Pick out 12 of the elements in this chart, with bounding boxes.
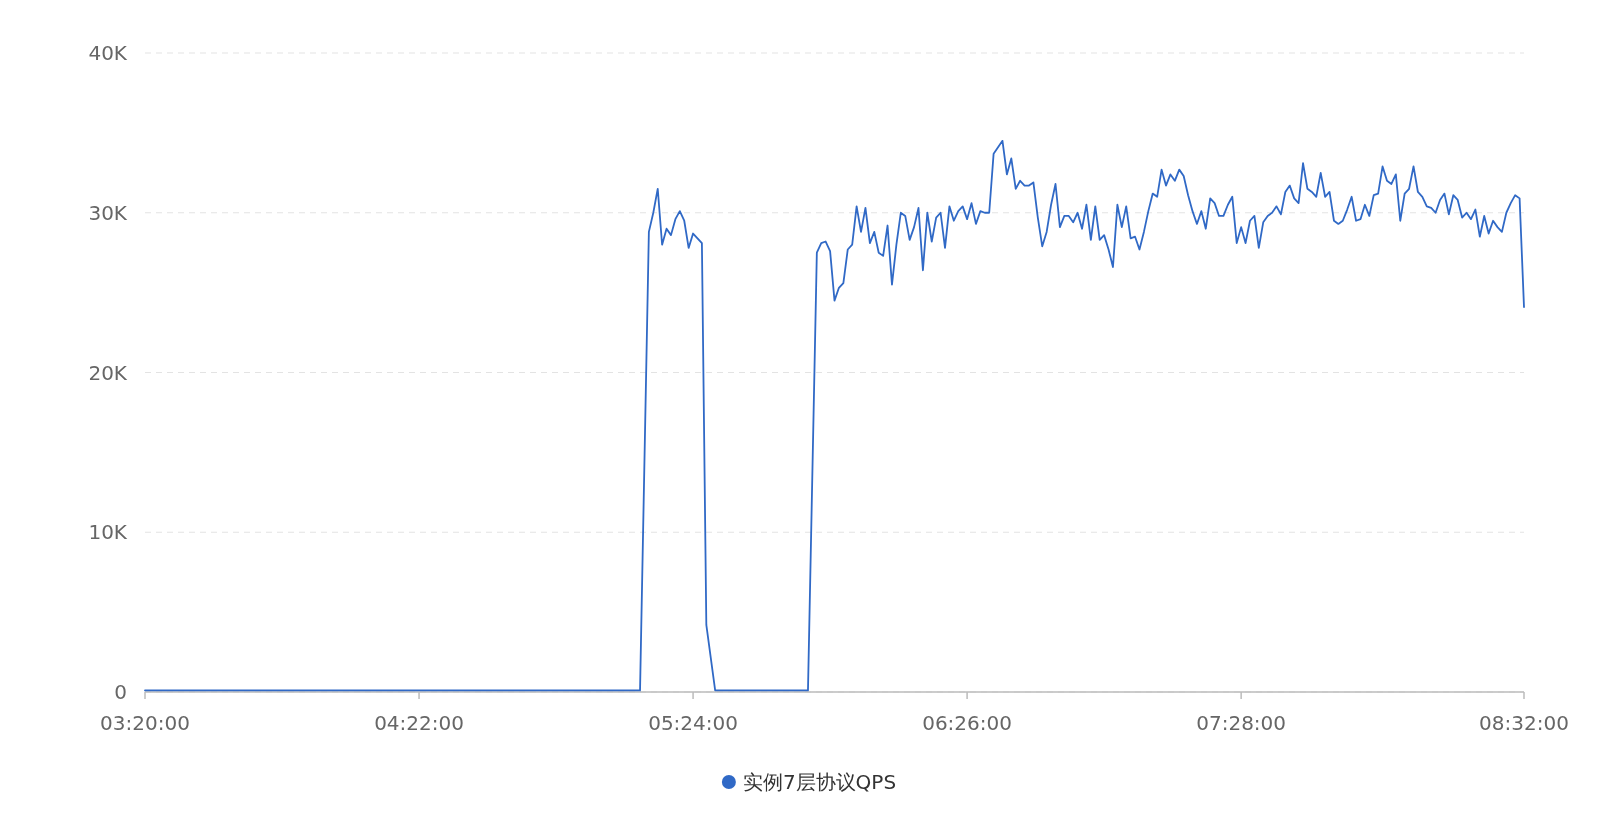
- x-tick-label: 07:28:00: [1196, 711, 1287, 735]
- legend-label: 实例7层协议QPS: [742, 770, 897, 794]
- x-tick-label: 05:24:00: [648, 711, 738, 735]
- y-tick-label: 20K: [88, 360, 128, 385]
- x-tick-label: 06:26:00: [922, 711, 1013, 735]
- y-tick-label: 40K: [88, 41, 128, 65]
- x-tick-label: 03:20:00: [100, 711, 190, 735]
- y-tick-label: 0: [114, 680, 127, 704]
- y-tick-label: 10K: [88, 520, 128, 545]
- x-tick-label: 08:32:00: [1479, 711, 1569, 735]
- x-tick-label: 04:22:00: [374, 711, 464, 735]
- y-tick-label: 30K: [88, 200, 128, 225]
